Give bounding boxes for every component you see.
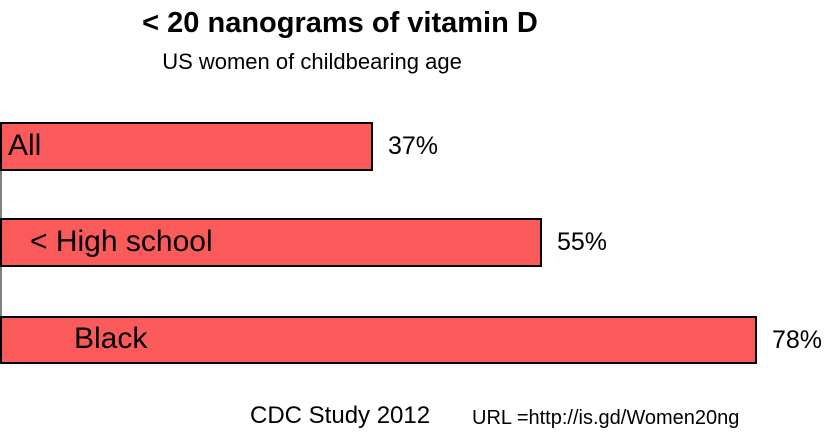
bar-value-label: 55% [557, 228, 608, 256]
bar-row-black: Black 78% [0, 316, 822, 364]
bar-row-all: All 37% [0, 122, 438, 171]
bar-high-school: < High school [0, 218, 542, 267]
bar-value-label: 78% [772, 325, 823, 354]
footer-url-label: URL =http://is.gd/Women20ng [472, 407, 740, 429]
bar-value-label: 37% [388, 132, 439, 160]
footer-source-label: CDC Study 2012 [250, 402, 431, 429]
bar-all: All [0, 122, 373, 171]
bar-category-label: < High school [30, 224, 213, 258]
bar-category-label: Black [74, 322, 148, 355]
bar-black: Black [0, 316, 757, 364]
bar-row-high-school: < High school 55% [0, 218, 607, 267]
chart-title: < 20 nanograms of vitamin D [142, 7, 538, 39]
chart-subtitle: US women of childbearing age [162, 49, 462, 74]
bar-category-label: All [8, 128, 42, 162]
